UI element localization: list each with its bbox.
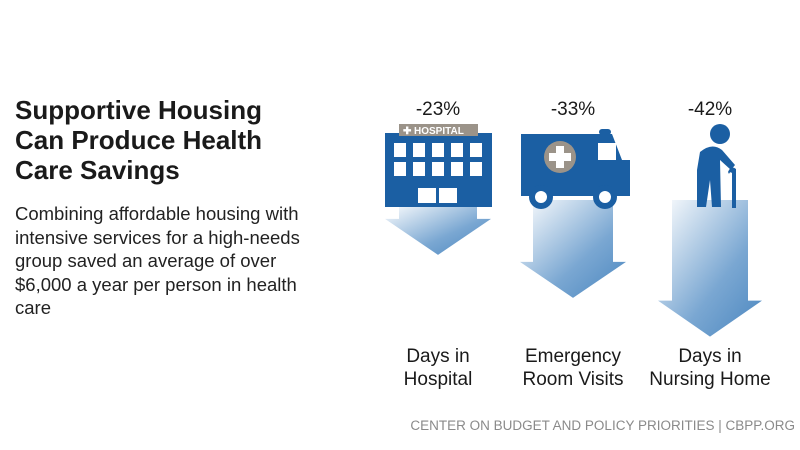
arrow-bar-0 (385, 205, 491, 255)
hospital-window (470, 143, 482, 157)
arrow-bar-2 (658, 200, 762, 337)
source-credit: CENTER ON BUDGET AND POLICY PRIORITIES |… (410, 418, 795, 433)
category-label-line2: Hospital (404, 369, 473, 390)
category-label-line2: Room Visits (522, 369, 623, 390)
elderly-person-cane-icon (697, 124, 736, 208)
category-label-line1: Days in (678, 346, 741, 367)
hospital-window (413, 162, 425, 176)
hospital-window (470, 162, 482, 176)
category-label-line1: Days in (406, 346, 469, 367)
category-label-line2: Nursing Home (649, 369, 770, 390)
hospital-window (432, 162, 444, 176)
hospital-window (451, 162, 463, 176)
value-label: -33% (551, 99, 595, 120)
ambulance-icon (521, 129, 630, 209)
svg-text:✚: ✚ (403, 126, 412, 137)
hospital-window (413, 143, 425, 157)
hospital-window (432, 143, 444, 157)
description: Combining affordable housing with intens… (15, 203, 300, 318)
hospital-window (451, 143, 463, 157)
value-label: -23% (416, 99, 460, 120)
page-title: Supportive Housing Can Produce Health Ca… (15, 95, 263, 185)
value-label: -42% (688, 99, 732, 120)
category-label-line1: Emergency (525, 346, 622, 367)
hospital-window (394, 162, 406, 176)
arrow-bar-1 (520, 200, 626, 298)
hospital-sign: HOSPITAL (414, 126, 464, 137)
hospital-icon: ✚ HOSPITAL (385, 124, 492, 207)
hospital-window (394, 143, 406, 157)
